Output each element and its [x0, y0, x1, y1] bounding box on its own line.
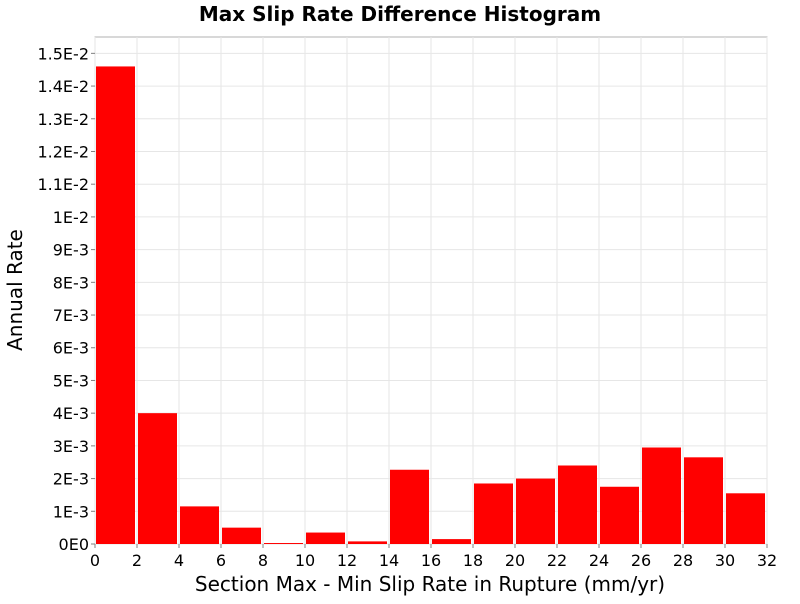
histogram-bar: [264, 543, 303, 544]
x-tick-label: 10: [295, 551, 315, 570]
histogram-bar: [558, 465, 597, 544]
y-tick-label: 1E-3: [53, 502, 89, 521]
histogram-bar: [222, 527, 261, 544]
y-tick-label: 1.2E-2: [37, 142, 89, 161]
histogram-bar: [474, 483, 513, 544]
y-axis-label: Annual Rate: [3, 229, 27, 351]
y-tick-label: 5E-3: [53, 371, 89, 390]
y-tick-label: 2E-3: [53, 470, 89, 489]
histogram-bar: [138, 413, 177, 544]
chart-title: Max Slip Rate Difference Histogram: [199, 2, 601, 26]
y-tick-label: 1E-2: [53, 208, 89, 227]
x-tick-label: 2: [132, 551, 142, 570]
histogram-bar: [432, 539, 471, 544]
x-tick-label: 26: [631, 551, 651, 570]
histogram-bar: [348, 541, 387, 544]
y-tick-label: 7E-3: [53, 306, 89, 325]
x-tick-label: 22: [547, 551, 567, 570]
x-tick-label: 30: [715, 551, 735, 570]
y-tick-label: 1.3E-2: [37, 110, 89, 129]
histogram-bar: [684, 457, 723, 544]
histogram-bar: [306, 532, 345, 544]
x-tick-label: 0: [90, 551, 100, 570]
x-tick-label: 6: [216, 551, 226, 570]
x-tick-label: 32: [757, 551, 777, 570]
histogram-bar: [726, 493, 765, 544]
y-tick-label: 0E0: [59, 535, 89, 554]
x-axis-ticks: 0 2 4 6 8 10 12 14 16 18 20 22 24 26 28 30 32: [90, 544, 777, 570]
histogram-bar: [180, 506, 219, 544]
histogram-bar: [600, 486, 639, 544]
x-tick-label: 12: [337, 551, 357, 570]
y-tick-label: 8E-3: [53, 273, 89, 292]
bar-layer: [96, 66, 765, 544]
y-tick-label: 1.4E-2: [37, 77, 89, 96]
y-tick-label: 4E-3: [53, 404, 89, 423]
y-tick-label: 1.5E-2: [37, 44, 89, 63]
x-tick-label: 18: [463, 551, 483, 570]
histogram-bar: [516, 478, 555, 544]
x-tick-label: 16: [421, 551, 441, 570]
histogram-bar: [96, 66, 135, 544]
y-tick-label: 3E-3: [53, 437, 89, 456]
y-tick-label: 1.1E-2: [37, 175, 89, 194]
x-tick-label: 4: [174, 551, 184, 570]
x-tick-label: 28: [673, 551, 693, 570]
x-tick-label: 24: [589, 551, 609, 570]
x-tick-label: 14: [379, 551, 399, 570]
y-axis-ticks: 0E0 1E-3 2E-3 3E-3 4E-3 5E-3 6E-3 7E-3 8E-3 9E-3 1…: [37, 44, 95, 554]
histogram-bar: [390, 469, 429, 544]
x-tick-label: 20: [505, 551, 525, 570]
y-tick-label: 9E-3: [53, 241, 89, 260]
x-axis-label: Section Max - Min Slip Rate in Rupture (…: [195, 572, 665, 596]
x-tick-label: 8: [258, 551, 268, 570]
histogram-bar: [642, 447, 681, 544]
y-tick-label: 6E-3: [53, 339, 89, 358]
